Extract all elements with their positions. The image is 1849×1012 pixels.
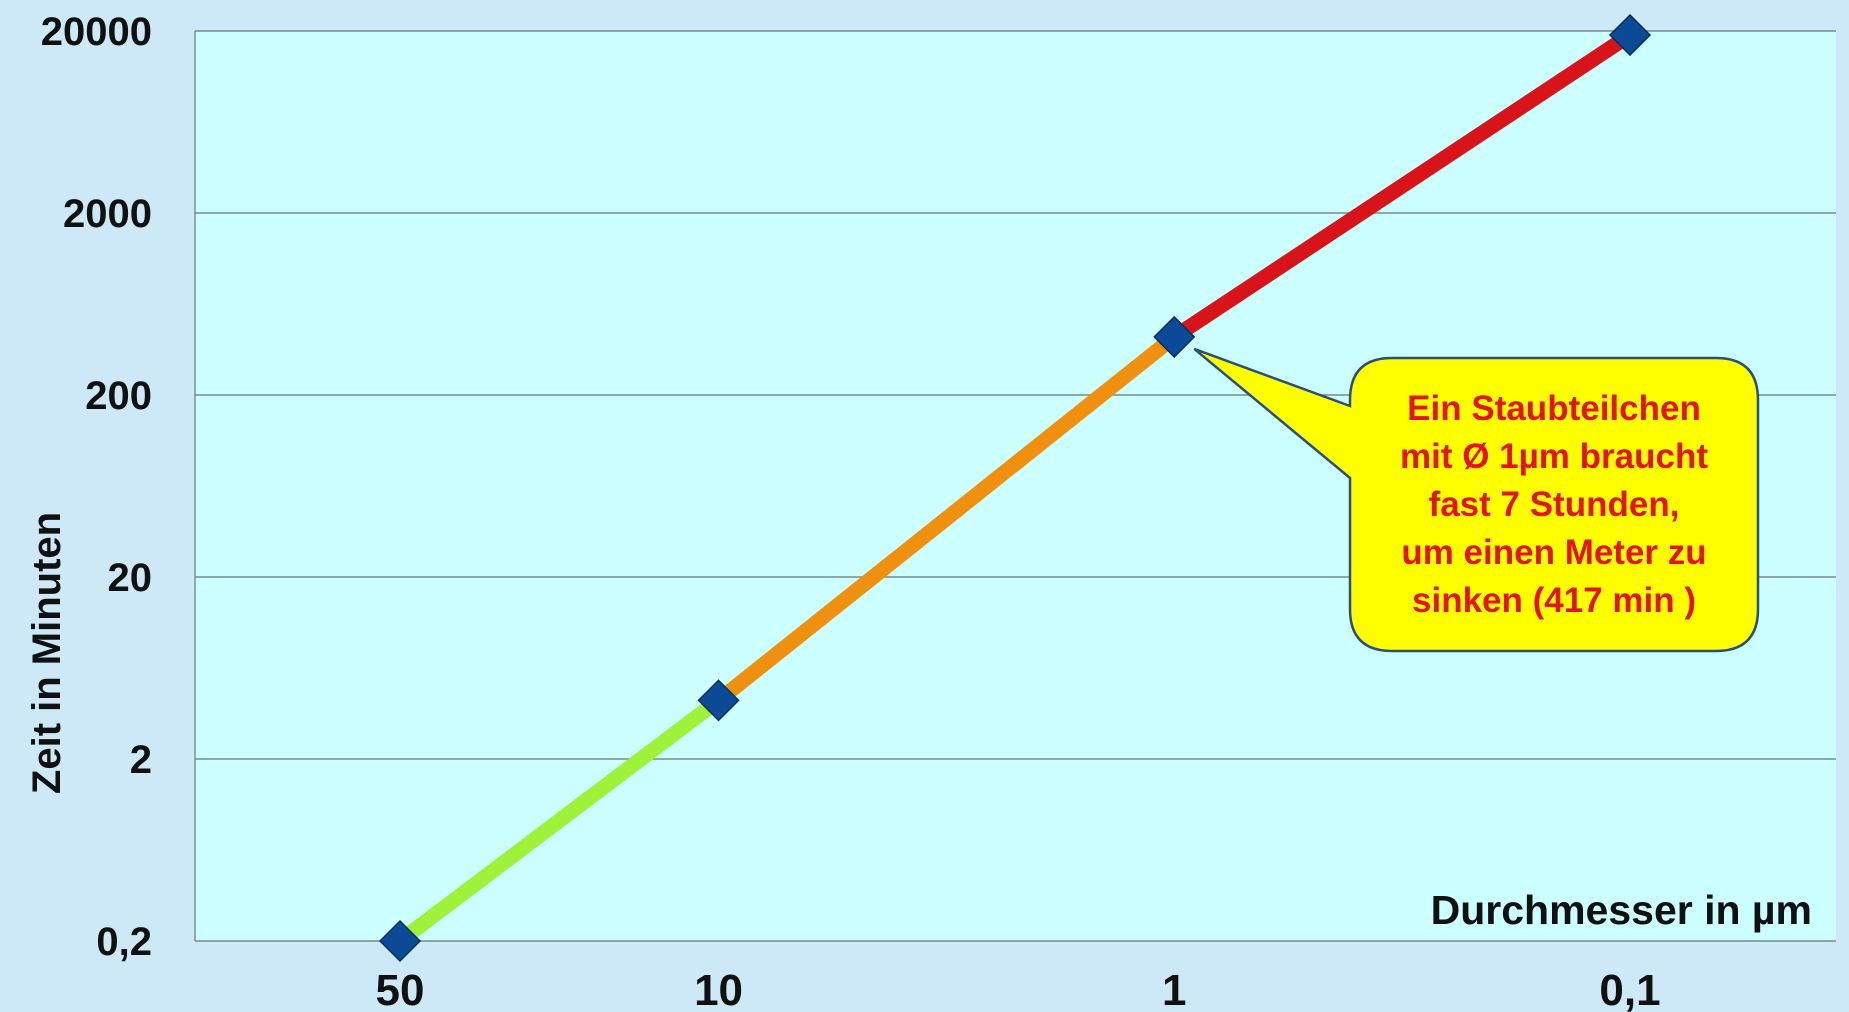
callout-line: sinken (417 min ) — [1412, 581, 1696, 620]
series-segment — [713, 331, 1179, 707]
x-tick-label: 10 — [694, 966, 743, 1012]
annotation-callout: Ein Staubteilchen mit Ø 1µm braucht fast 7… — [1193, 347, 1760, 653]
x-tick-label: 1 — [1162, 966, 1186, 1012]
data-point-marker — [697, 679, 740, 722]
x-tick-label: 50 — [376, 966, 425, 1012]
data-markers — [378, 13, 1652, 963]
callout-line: mit Ø 1µm braucht — [1400, 437, 1708, 476]
callout-line: fast 7 Stunden, — [1429, 485, 1680, 524]
callout-line: Ein Staubteilchen — [1407, 389, 1701, 428]
y-tick-label: 0,2 — [96, 920, 152, 964]
series-segment — [395, 694, 724, 947]
series-line — [395, 28, 1635, 947]
x-tick-labels: 50 10 1 0,1 — [376, 966, 1661, 1012]
callout-bubble — [1193, 347, 1760, 653]
y-tick-label: 20 — [108, 556, 153, 600]
y-tick-labels: 0,2 2 20 200 2000 20000 — [41, 10, 152, 964]
y-tick-label: 2 — [130, 738, 152, 782]
x-axis-title: Durchmesser in µm — [1431, 887, 1812, 933]
data-point-marker — [1608, 13, 1652, 57]
data-point-marker — [378, 919, 422, 963]
y-tick-label: 20000 — [41, 10, 152, 54]
callout-text: Ein Staubteilchen mit Ø 1µm braucht fast 7… — [1400, 389, 1708, 620]
grid-lines — [194, 30, 1836, 942]
x-tick-label: 0,1 — [1599, 966, 1660, 1012]
y-tick-label: 200 — [85, 374, 152, 418]
callout-line: um einen Meter zu — [1401, 533, 1706, 572]
data-point-marker — [1153, 315, 1196, 358]
y-axis-title: Zeit in Minuten — [25, 512, 69, 794]
y-tick-label: 2000 — [63, 192, 152, 236]
series-segment — [1170, 28, 1635, 344]
